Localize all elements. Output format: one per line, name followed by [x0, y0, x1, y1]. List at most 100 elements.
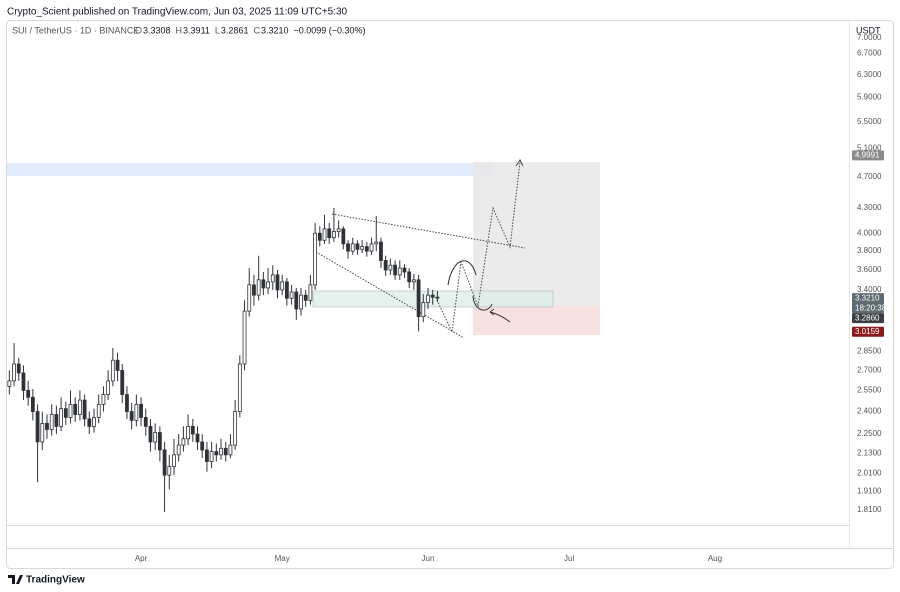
candle-body [7, 380, 12, 387]
candle-body [82, 399, 87, 420]
x-tick-label: May [275, 554, 290, 563]
x-tick-label: Jun [422, 554, 435, 563]
y-tick-label: 2.2500 [857, 429, 882, 438]
price-label-countdown: 18:20:38 [855, 303, 887, 312]
legend-value: 3.2861 [221, 25, 249, 35]
price-label-box [852, 293, 884, 314]
candle-body [355, 243, 360, 250]
candle-body [223, 447, 228, 456]
candle-body [322, 228, 327, 241]
candle-body [186, 425, 191, 440]
hand-arrow-head [489, 308, 495, 316]
candle-body [68, 403, 73, 418]
candle-body [313, 232, 318, 286]
legend-key: H [176, 25, 183, 35]
candle-body [125, 394, 129, 412]
y-tick-label: 5.9000 [857, 93, 882, 102]
target-box [473, 162, 600, 306]
candle-body [369, 243, 374, 252]
y-tick-label: 5.1000 [857, 144, 882, 153]
candle-body [426, 294, 430, 303]
candle-body [35, 411, 40, 443]
candle-body [233, 411, 238, 446]
candle-body [411, 279, 416, 283]
candle-body [106, 380, 111, 395]
hand-arrow [489, 311, 511, 323]
y-tick-label: 4.7000 [857, 172, 882, 181]
candle-body [195, 433, 200, 443]
candle-body [397, 267, 402, 276]
candle-body [393, 264, 397, 276]
candle-body [416, 279, 421, 318]
candle-body [280, 281, 285, 291]
candle-body [92, 417, 96, 427]
candle-body [181, 438, 186, 446]
candle-body [379, 241, 383, 261]
candle-body [341, 228, 346, 245]
candle-body [120, 370, 125, 395]
x-tick-label: Jul [564, 554, 574, 563]
publisher: Crypto_Scient published on TradingView.c… [7, 7, 348, 18]
frame [6, 20, 894, 569]
candle-body [308, 284, 313, 301]
projection-path [436, 161, 521, 334]
candle-body [200, 441, 205, 451]
candle-body [299, 294, 303, 310]
candle-body [364, 246, 369, 252]
y-tick-label: 1.8100 [857, 505, 882, 514]
candle-body [388, 264, 393, 271]
candle-body [162, 449, 167, 476]
candle-body [190, 425, 195, 435]
y-tick-label: 2.5500 [857, 385, 882, 394]
candle-body [327, 228, 332, 239]
y-tick-label: 2.7000 [857, 366, 882, 375]
curve-arrow-bottom [472, 295, 493, 311]
candle-body [284, 281, 289, 299]
candle-body [209, 451, 214, 462]
candle-body [134, 403, 139, 421]
candle-body [374, 241, 379, 245]
candle-body [228, 444, 233, 456]
y-tick-label: 3.4000 [857, 285, 882, 294]
y-tick-label: 7.0000 [857, 33, 882, 42]
candle-body [383, 260, 388, 271]
price-label: 3.0159 [855, 327, 880, 336]
x-tick-label: Aug [708, 554, 722, 563]
candle-body [294, 291, 299, 310]
legend-value: 3.3210 [261, 25, 289, 35]
candle-body [242, 310, 247, 365]
candle-body [139, 403, 143, 418]
legend-change: −0.0099 (−0.30%) [293, 25, 365, 35]
candle-body [332, 231, 336, 239]
candle-body [115, 359, 120, 371]
candle-body [275, 274, 280, 291]
candle-body [346, 243, 350, 252]
projection-arrow [515, 159, 524, 167]
y-tick-label: 4.3000 [857, 203, 882, 212]
y-tick-label: 6.3000 [857, 70, 882, 79]
candle-body [40, 422, 45, 443]
y-tick-label: 3.6000 [857, 265, 882, 274]
candle-body [317, 232, 322, 241]
candle-body [435, 296, 440, 299]
candle-body [45, 422, 49, 430]
candle-body [167, 466, 172, 476]
candle-body [96, 403, 101, 418]
y-tick-label: 1.9100 [857, 486, 882, 495]
price-label: 3.3210 [855, 293, 880, 302]
y-tick-label: 3.8000 [857, 246, 882, 255]
candle-body [26, 389, 31, 398]
candle-body [148, 425, 153, 443]
candle-body [289, 291, 294, 299]
candle-body [129, 411, 134, 421]
candle-body [350, 243, 355, 252]
candle-body [172, 454, 176, 467]
candle-body [303, 294, 308, 301]
candle-body [430, 294, 435, 298]
candle-body [63, 408, 68, 418]
candle-body [266, 281, 270, 289]
candle-body [176, 444, 181, 456]
legend-key: C [253, 25, 260, 35]
